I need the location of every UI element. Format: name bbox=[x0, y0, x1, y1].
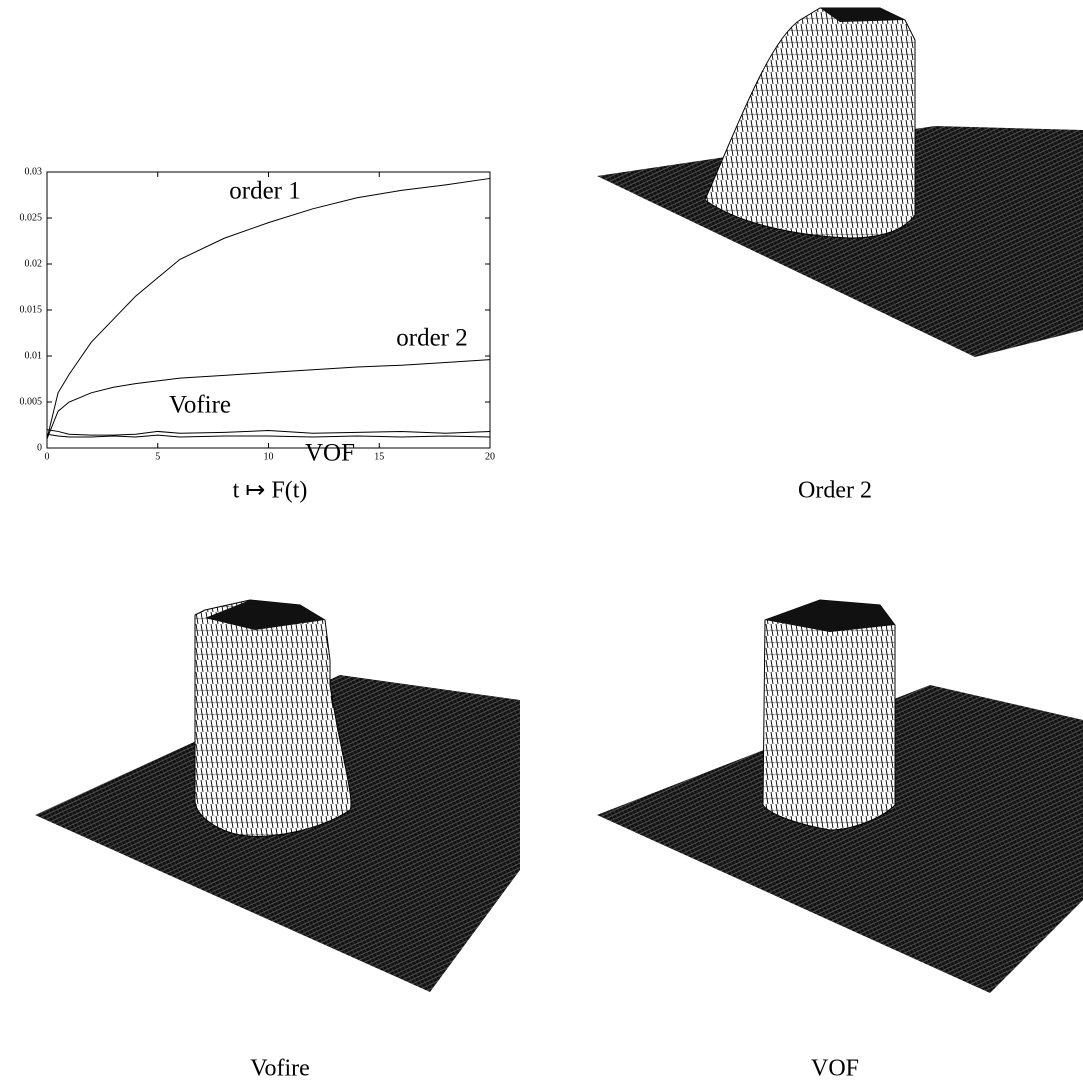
series-line bbox=[46, 433, 491, 438]
series-line bbox=[46, 177, 491, 439]
surface-order2 bbox=[597, 7, 1083, 357]
series-line bbox=[46, 429, 491, 436]
series-label: order 1 bbox=[229, 178, 301, 205]
x-tick-label: 10 bbox=[264, 451, 274, 462]
panel-caption: Vofire bbox=[250, 1056, 310, 1082]
panel-caption: Order 2 bbox=[798, 478, 872, 504]
series-label: Vofire bbox=[169, 392, 231, 419]
panel-caption: VOF bbox=[811, 1056, 859, 1082]
surface-vofire bbox=[35, 599, 520, 992]
x-tick-label: 15 bbox=[374, 451, 384, 462]
y-tick-label: 0 bbox=[37, 442, 42, 453]
y-tick-label: 0.02 bbox=[25, 258, 43, 269]
x-axis-label: t ↦ F(t) bbox=[233, 478, 308, 504]
y-tick-label: 0.015 bbox=[20, 304, 43, 315]
line-chart: 0 0.005 0.01 0.015 0.02 0.025 0.03 0 5 10 15 20 orde… bbox=[20, 166, 496, 466]
y-tick-label: 0.005 bbox=[20, 396, 43, 407]
x-tick-label: 0 bbox=[45, 451, 50, 462]
x-tick-label: 20 bbox=[485, 451, 495, 462]
series-line bbox=[46, 359, 491, 439]
y-tick-label: 0.03 bbox=[25, 166, 43, 177]
y-tick-label: 0.01 bbox=[25, 350, 43, 361]
surface-vof bbox=[597, 599, 1083, 993]
series-label: order 2 bbox=[396, 325, 468, 352]
series-label: VOF bbox=[305, 440, 355, 467]
plot-frame bbox=[46, 171, 491, 449]
x-tick-label: 5 bbox=[155, 451, 160, 462]
y-tick-label: 0.025 bbox=[20, 212, 43, 223]
